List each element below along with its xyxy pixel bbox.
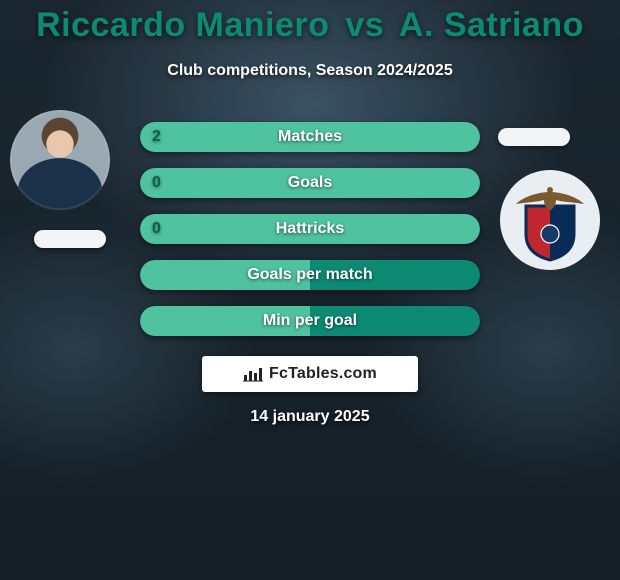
stat-bar: Hattricks0 bbox=[140, 214, 480, 244]
stat-bar-label: Goals bbox=[140, 168, 480, 198]
brand-card: FcTables.com bbox=[202, 356, 418, 392]
stat-bar: Min per goal bbox=[140, 306, 480, 336]
stat-bar-label: Matches bbox=[140, 122, 480, 152]
badge-player1 bbox=[34, 230, 106, 248]
badge-player2 bbox=[498, 128, 570, 146]
stat-bar: Goals per match bbox=[140, 260, 480, 290]
title-player2: A. Satriano bbox=[399, 6, 584, 44]
stage: Riccardo Maniero vs A. Satriano Club com… bbox=[0, 0, 620, 580]
stat-bar-label: Min per goal bbox=[140, 306, 480, 336]
stat-bar: Goals0 bbox=[140, 168, 480, 198]
avatar-ring bbox=[10, 110, 110, 210]
stat-bar-label: Goals per match bbox=[140, 260, 480, 290]
stat-bar-value-left: 0 bbox=[152, 214, 161, 244]
date-text: 14 january 2025 bbox=[0, 408, 620, 426]
stat-bar: Matches2 bbox=[140, 122, 480, 152]
avatar-ring bbox=[500, 170, 600, 270]
bar-chart-icon bbox=[243, 366, 263, 382]
subtitle: Club competitions, Season 2024/2025 bbox=[0, 62, 620, 80]
stat-bar-value-left: 2 bbox=[152, 122, 161, 152]
stats-bars: Matches2Goals0Hattricks0Goals per matchM… bbox=[140, 122, 480, 352]
stat-bar-label: Hattricks bbox=[140, 214, 480, 244]
page-title: Riccardo Maniero vs A. Satriano bbox=[0, 6, 620, 45]
title-vs: vs bbox=[345, 6, 384, 44]
brand-text: FcTables.com bbox=[269, 365, 377, 383]
title-player1: Riccardo Maniero bbox=[36, 6, 329, 44]
avatar-player1 bbox=[10, 110, 110, 210]
avatar-player2 bbox=[500, 170, 600, 270]
stat-bar-value-left: 0 bbox=[152, 168, 161, 198]
